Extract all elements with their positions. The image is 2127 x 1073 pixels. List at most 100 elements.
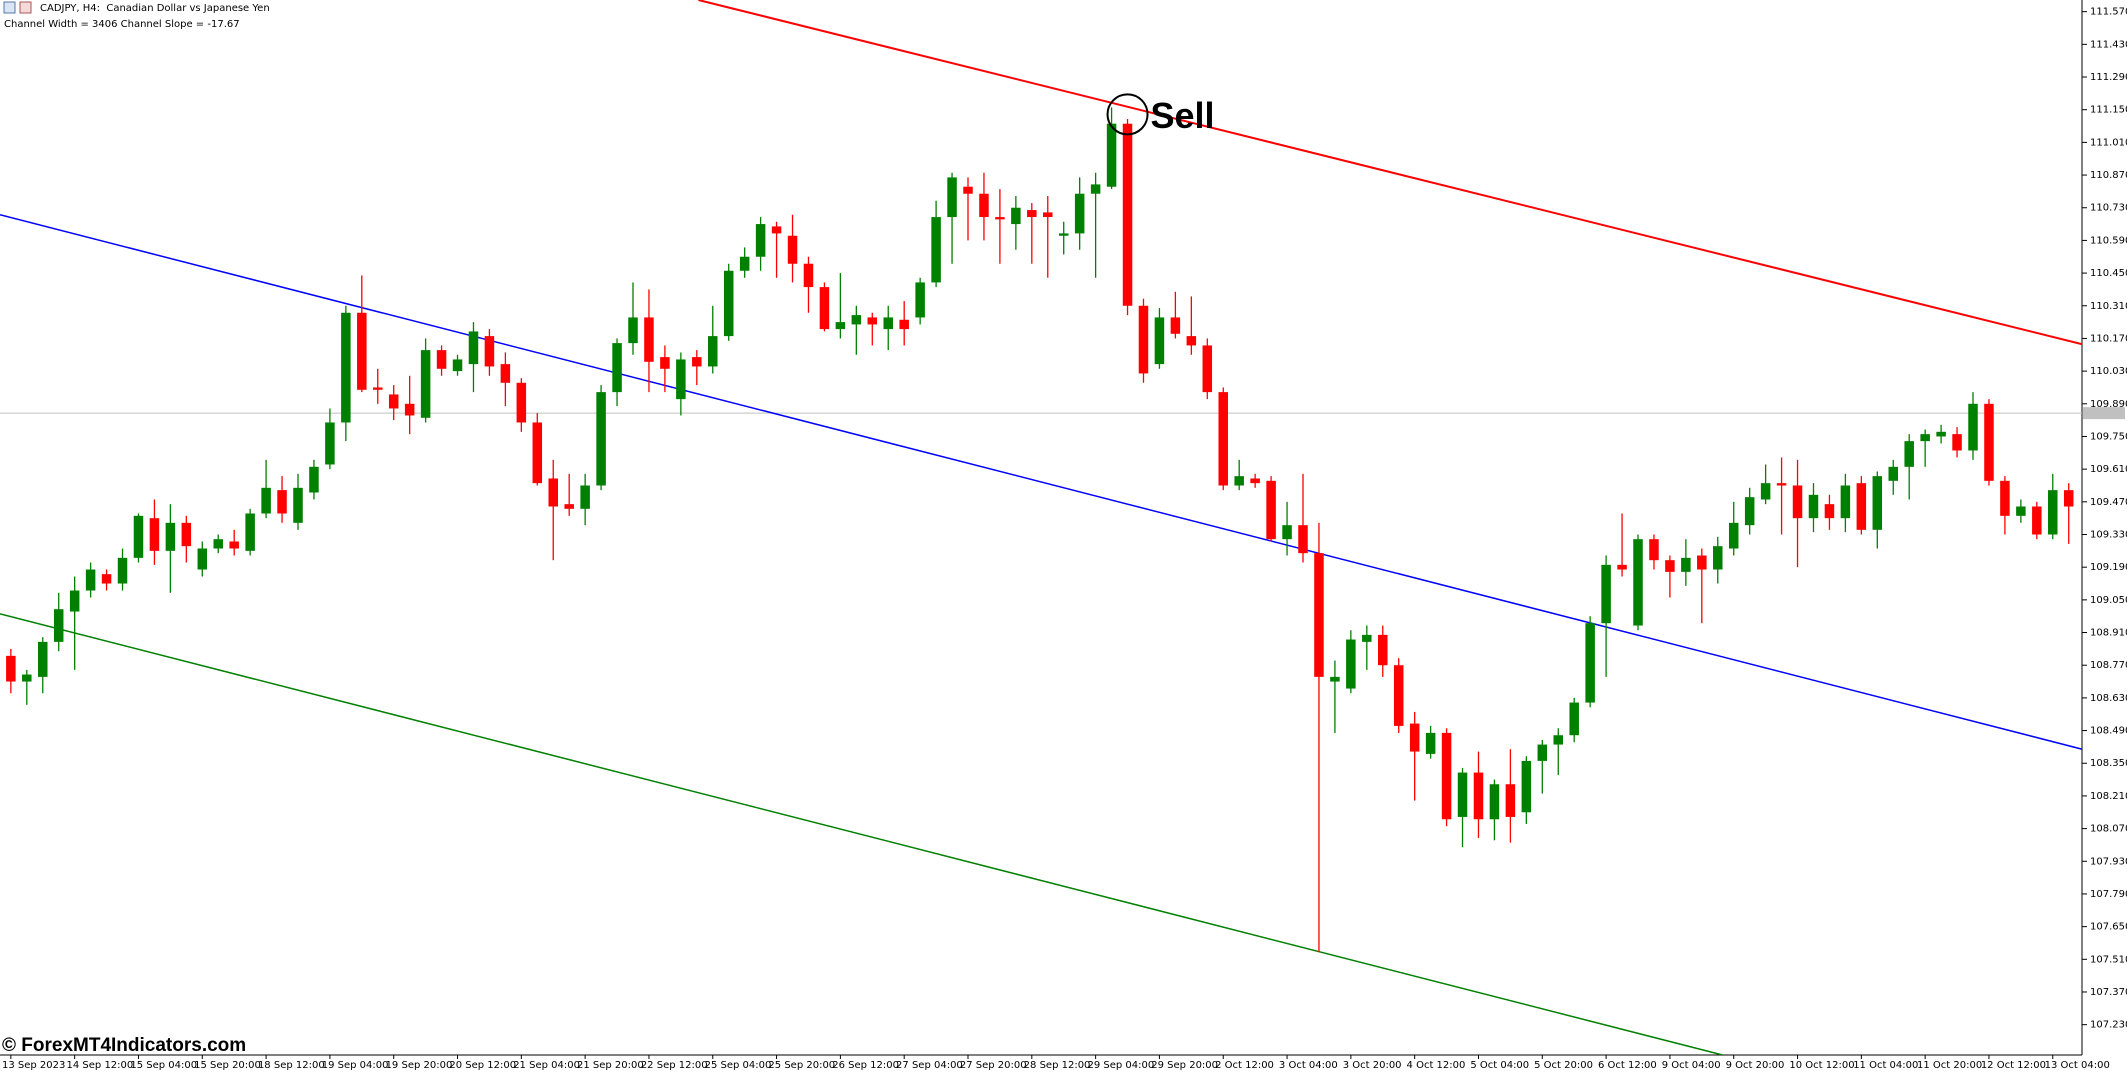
candle-body (436, 350, 447, 369)
y-tick-label: 108.630 (2090, 693, 2127, 704)
candle-body (101, 574, 112, 584)
y-tick-label: 109.470 (2090, 497, 2127, 508)
candle-body (1553, 735, 1563, 745)
candle-body (1409, 723, 1420, 752)
x-tick-label: 15 Sep 04:00 (130, 1060, 197, 1071)
candle-body (1202, 345, 1213, 393)
x-tick-label: 6 Oct 12:00 (1598, 1060, 1657, 1071)
candle-body (1952, 434, 1962, 451)
candle-body (1027, 210, 1037, 218)
candle-body (1569, 702, 1579, 736)
candle-body (660, 357, 670, 369)
candle-body (787, 235, 798, 264)
candle-body (931, 217, 941, 283)
candle-body (1106, 123, 1117, 187)
candle-body (1697, 555, 1707, 570)
candle-body (596, 392, 606, 486)
candle-body (1218, 392, 1228, 486)
x-tick-label: 21 Sep 20:00 (577, 1060, 644, 1071)
candle-body (2048, 490, 2058, 535)
candle-body (1681, 557, 1691, 572)
candle-body (1744, 497, 1755, 526)
y-tick-label: 108.070 (2090, 824, 2127, 835)
y-tick-label: 109.330 (2090, 530, 2127, 541)
x-tick-label: 14 Sep 12:00 (67, 1060, 134, 1071)
candle-body (708, 336, 718, 367)
candle-body (723, 270, 734, 337)
candle-body (373, 387, 383, 390)
candle-body (1840, 485, 1851, 519)
candle-body (1665, 560, 1675, 572)
x-tick-label: 9 Oct 04:00 (1662, 1060, 1721, 1071)
candle-body (1457, 772, 1468, 817)
candle-body (1649, 539, 1659, 561)
x-tick-label: 22 Sep 12:00 (641, 1060, 708, 1071)
candle-body (117, 557, 128, 584)
x-tick-label: 25 Sep 20:00 (768, 1060, 835, 1071)
candle-body (1968, 403, 1978, 451)
candle-body (771, 226, 782, 234)
indicator-info: Channel Width = 3406 Channel Slope = -17… (4, 19, 240, 30)
candle-body (1984, 403, 1994, 481)
x-tick-label: 26 Sep 12:00 (832, 1060, 899, 1071)
candle-body (819, 287, 830, 330)
y-tick-label: 111.150 (2090, 105, 2127, 116)
candle-body (1186, 336, 1197, 346)
candle-body (2000, 480, 2010, 516)
candle-body (1585, 623, 1595, 703)
candle-body (883, 317, 893, 330)
candle-body (2016, 506, 2026, 516)
candle-body (580, 485, 590, 509)
candle-body (357, 312, 367, 390)
candle-body (1090, 184, 1101, 194)
chart-title: CADJPY, H4: Canadian Dollar vs Japanese … (40, 3, 270, 14)
candle-body (229, 541, 239, 549)
candle-body (1154, 317, 1165, 365)
x-tick-label: 20 Sep 12:00 (449, 1060, 516, 1071)
y-tick-label: 110.590 (2090, 235, 2127, 246)
x-tick-label: 13 Oct 04:00 (2045, 1060, 2110, 1071)
candle-body (388, 394, 399, 409)
candle-body (293, 487, 303, 523)
x-tick-label: 15 Sep 20:00 (194, 1060, 261, 1071)
y-tick-label: 107.650 (2090, 922, 2127, 933)
x-tick-label: 3 Oct 04:00 (1279, 1060, 1338, 1071)
candle-body (692, 357, 702, 367)
x-tick-label: 9 Oct 20:00 (1726, 1060, 1785, 1071)
candle-body (1314, 553, 1324, 677)
candle-body (1330, 676, 1340, 682)
candle-body (325, 422, 335, 465)
candle-body (644, 317, 654, 362)
x-tick-label: 29 Sep 04:00 (1087, 1060, 1154, 1071)
y-tick-label: 109.610 (2090, 464, 2127, 475)
x-tick-label: 3 Oct 20:00 (1343, 1060, 1402, 1071)
candle-body (1441, 732, 1452, 820)
x-tick-label: 4 Oct 12:00 (1407, 1060, 1466, 1071)
candle-body (69, 590, 80, 612)
y-tick-label: 111.010 (2090, 137, 2127, 148)
candle-body (867, 317, 878, 325)
candle-body (1393, 665, 1404, 726)
candle-body (6, 655, 16, 682)
candle-body (628, 317, 638, 344)
candle-body (835, 322, 846, 330)
candle-body (1617, 564, 1627, 570)
candle-body (149, 518, 160, 551)
y-tick-label: 108.770 (2090, 660, 2127, 671)
x-tick-label: 18 Sep 12:00 (258, 1060, 325, 1071)
candle-body (1936, 431, 1946, 437)
candle-body (739, 256, 750, 271)
candle-body (1043, 212, 1053, 218)
x-tick-label: 10 Oct 12:00 (1789, 1060, 1854, 1071)
candle-body (899, 319, 909, 330)
x-tick-label: 19 Sep 04:00 (322, 1060, 389, 1071)
x-tick-label: 5 Oct 20:00 (1534, 1060, 1593, 1071)
candle-body (1489, 784, 1500, 820)
y-tick-label: 109.750 (2090, 431, 2127, 442)
signal-label: Sell (1151, 95, 1215, 136)
candle-body (1888, 466, 1898, 481)
x-tick-label: 21 Sep 04:00 (513, 1060, 580, 1071)
candle-body (500, 364, 511, 383)
y-tick-label: 110.310 (2090, 301, 2127, 312)
candle-body (1138, 305, 1149, 374)
